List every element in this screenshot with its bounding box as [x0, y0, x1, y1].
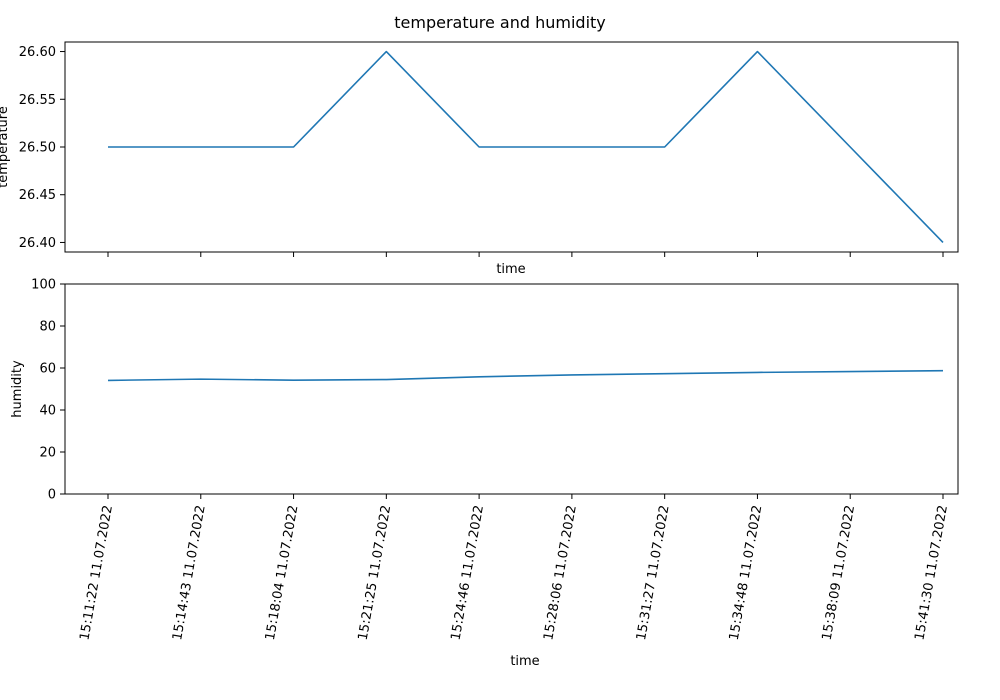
- y-tick-label: 40: [39, 404, 56, 419]
- x-tick-label: 15:41:30 11.07.2022: [912, 504, 951, 641]
- x-tick-label: 15:38:09 11.07.2022: [820, 504, 859, 641]
- temperature-x-axis: [107, 252, 944, 257]
- temperature-y-axis: 26.40 26.45 26.50 26.55 26.60: [19, 45, 65, 251]
- y-tick-label: 26.50: [19, 141, 56, 156]
- humidity-x-axis: 15:11:22 11.07.2022 15:14:43 11.07.2022 15…: [77, 494, 951, 642]
- y-tick-label: 26.55: [19, 93, 56, 108]
- x-tick-label: 15:21:25 11.07.2022: [356, 504, 395, 641]
- chart-title: temperature and humidity: [394, 13, 606, 32]
- humidity-y-axis: 0 20 40 60 80 100: [31, 278, 65, 503]
- x-tick-label: 15:34:48 11.07.2022: [727, 504, 766, 641]
- temperature-line: [108, 50, 944, 244]
- y-tick-label: 26.40: [19, 236, 56, 251]
- humidity-line: [107, 369, 944, 382]
- y-tick-label: 80: [39, 320, 56, 335]
- y-tick-label: 26.60: [19, 45, 56, 60]
- humidity-x-axis-label: time: [510, 654, 539, 669]
- x-tick-label: 15:28:06 11.07.2022: [541, 504, 580, 641]
- x-tick-label: 15:11:22 11.07.2022: [77, 504, 116, 641]
- humidity-y-axis-label: humidity: [10, 360, 25, 418]
- humidity-panel: 0 20 40 60 80 100 15:11:22 11.07.2022 15:14:43…: [10, 278, 959, 669]
- y-tick-label: 60: [39, 362, 56, 377]
- temperature-panel: 26.40 26.45 26.50 26.55 26.60 time temperatu…: [0, 41, 959, 277]
- x-tick-label: 15:18:04 11.07.2022: [263, 504, 302, 641]
- x-tick-label: 15:24:46 11.07.2022: [448, 504, 487, 641]
- temperature-x-axis-label: time: [496, 262, 525, 277]
- y-tick-label: 0: [48, 488, 56, 503]
- x-tick-label: 15:14:43 11.07.2022: [170, 504, 209, 641]
- y-tick-label: 100: [31, 278, 56, 293]
- y-tick-label: 20: [39, 446, 56, 461]
- x-tick-label: 15:31:27 11.07.2022: [634, 504, 673, 641]
- temperature-y-axis-label: temperature: [0, 106, 11, 188]
- humidity-plot-frame: [64, 283, 959, 495]
- y-tick-label: 26.45: [19, 188, 56, 203]
